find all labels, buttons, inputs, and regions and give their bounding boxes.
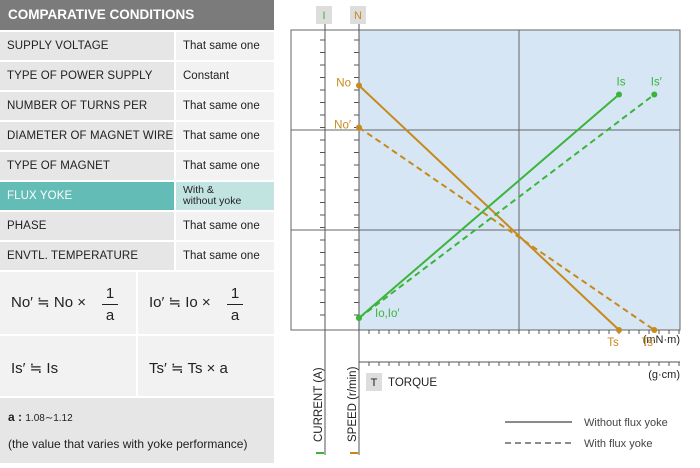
series-point-2	[616, 91, 623, 98]
fraction-numerator: 1	[105, 285, 115, 302]
torque-axis-label: TORQUE	[388, 377, 437, 389]
speed-axis-label: SPEED (r/min)	[347, 366, 359, 442]
condition-key: PHASE	[0, 212, 174, 240]
formula-box: Io′ ≒ Io × 1 a	[138, 272, 274, 334]
condition-key: DIAMETER OF MAGNET WIRE	[0, 122, 174, 150]
condition-value-line: With &	[183, 184, 214, 196]
series-end-label-0: Ts	[607, 337, 619, 349]
formula-text: Is′ ≒ Is	[11, 360, 59, 377]
condition-row: TYPE OF MAGNET That same one	[0, 152, 274, 180]
formula-box: Ts′ ≒ Ts × a	[138, 336, 274, 396]
torque-unit-g: (g·cm)	[648, 369, 680, 381]
series-label-0: No	[336, 78, 351, 90]
series-start-label-2: Io,Io′	[375, 308, 400, 320]
condition-value: That same one	[176, 32, 274, 60]
series-point-3	[356, 315, 362, 321]
condition-key: SUPPLY VOLTAGE	[0, 32, 174, 60]
panel-title: COMPARATIVE CONDITIONS	[0, 0, 274, 30]
condition-value: With & without yoke	[176, 182, 274, 210]
condition-row: PHASE That same one	[0, 212, 274, 240]
formula-fraction: 1 a	[227, 285, 243, 324]
condition-row: NUMBER OF TURNS PER SLOT That same one	[0, 92, 274, 140]
condition-value: That same one	[176, 122, 274, 150]
note-description: (the value that varies with yoke perform…	[8, 437, 248, 451]
series-end-label-1: Ts′	[641, 337, 655, 349]
condition-key: NUMBER OF TURNS PER SLOT	[0, 92, 174, 140]
torque-axis-box	[366, 373, 382, 391]
series-line-0	[358, 84, 620, 331]
current-axis-symbol: I	[322, 10, 325, 22]
note-a-label: a :	[8, 410, 23, 424]
current-axis-label: CURRENT (A)	[313, 367, 325, 442]
torque-axis-symbol: T	[371, 377, 378, 389]
fraction-numerator: 1	[230, 285, 240, 302]
condition-row: DIAMETER OF MAGNET WIRE That same one	[0, 122, 274, 150]
speed-axis-box	[350, 6, 366, 24]
series-label-3: Is′	[651, 77, 662, 89]
condition-row-highlighted: FLUX YOKE With & without yoke	[0, 182, 274, 210]
series-point-1	[356, 124, 362, 131]
series-label-2: Is	[617, 77, 626, 89]
condition-value: That same one	[176, 212, 274, 240]
condition-key: FLUX YOKE	[0, 182, 174, 210]
condition-value: That same one	[176, 152, 274, 180]
formula-text: Ts′ ≒ Ts × a	[149, 360, 228, 377]
note-a-range: 1.08∼1.12	[25, 413, 73, 424]
condition-value-line: without yoke	[183, 195, 242, 207]
formula-text: No′ ≒ No ×	[11, 294, 87, 311]
series-label-1: No′	[334, 120, 351, 132]
speed-axis-symbol: N	[354, 10, 362, 22]
fraction-denominator: a	[105, 307, 115, 324]
condition-row: ENVTL. TEMPERATURE That same one	[0, 242, 274, 270]
series-line-3	[358, 93, 655, 319]
series-point-1	[651, 327, 658, 333]
legend-label: With flux yoke	[584, 438, 652, 450]
condition-row: TYPE OF POWER SUPPLY Constant	[0, 62, 274, 90]
condition-row: SUPPLY VOLTAGE That same one	[0, 32, 274, 60]
series-point-3	[651, 91, 658, 98]
series-point-0	[356, 82, 362, 89]
comparative-conditions-panel: COMPARATIVE CONDITIONS SUPPLY VOLTAGE Th…	[0, 0, 274, 463]
condition-value: That same one	[176, 242, 274, 270]
legend-label: Without flux yoke	[584, 417, 668, 429]
condition-value: That same one	[176, 92, 274, 120]
current-axis-box	[316, 6, 332, 24]
series-point-0	[616, 327, 623, 333]
condition-key: ENVTL. TEMPERATURE	[0, 242, 174, 270]
formula-fraction: 1 a	[102, 285, 118, 324]
fraction-denominator: a	[230, 307, 240, 324]
formula-box: Is′ ≒ Is	[0, 336, 136, 396]
formula-box: No′ ≒ No × 1 a	[0, 272, 136, 334]
condition-key: TYPE OF MAGNET	[0, 152, 174, 180]
condition-key: TYPE OF POWER SUPPLY	[0, 62, 174, 90]
chart-svg: I N CURRENT (A) SPEED (r/min) T TORQUE (mN·m) (…	[290, 6, 681, 455]
series-line-2	[358, 93, 620, 319]
torque-unit-mn: (mN·m)	[643, 334, 680, 346]
plot-frame	[290, 29, 681, 331]
speed-current-torque-chart: I N CURRENT (A) SPEED (r/min) T TORQUE (mN·m) (…	[278, 0, 700, 463]
condition-value: Constant	[176, 62, 274, 90]
formula-text: Io′ ≒ Io ×	[149, 294, 211, 311]
note-box: a : 1.08∼1.12 (the value that varies wit…	[0, 398, 274, 463]
